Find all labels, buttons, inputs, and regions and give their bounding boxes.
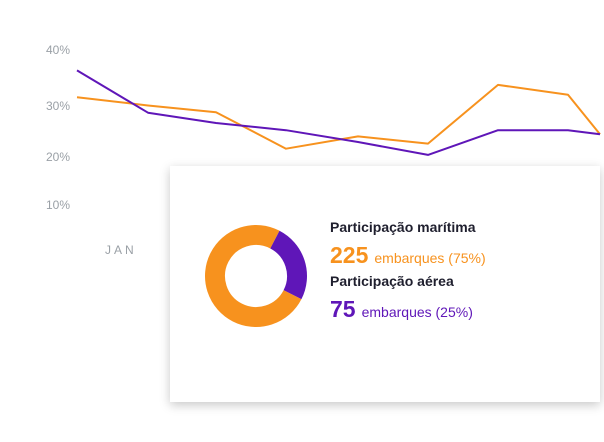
- y-tick-label: 20%: [46, 150, 70, 164]
- series-line-2: [76, 69, 601, 156]
- air-share-title: Participação aérea: [330, 273, 454, 289]
- series-line-1: [76, 83, 601, 150]
- y-tick-label: 40%: [46, 43, 70, 57]
- air-shipments-detail: embarques (25%): [361, 304, 473, 320]
- sea-shipments-count: 225: [330, 242, 369, 268]
- x-tick-label: JAN: [105, 243, 137, 257]
- air-shipments-count: 75: [330, 296, 356, 322]
- sea-share-title: Participação marítima: [330, 219, 476, 235]
- x-axis-ticks: JAN: [105, 243, 137, 257]
- sea-share-stat: 225 embarques (75%): [330, 242, 590, 272]
- y-tick-label: 30%: [46, 99, 70, 113]
- y-axis-ticks: 40% 30% 20% 10%: [46, 43, 70, 212]
- y-tick-label: 10%: [46, 198, 70, 212]
- sea-shipments-detail: embarques (75%): [374, 250, 486, 266]
- share-info: Participação marítima 225 embarques (75%…: [330, 218, 590, 326]
- donut-slice-air: [205, 225, 307, 327]
- share-donut-chart: [205, 225, 307, 327]
- summary-card: Participação marítima 225 embarques (75%…: [170, 166, 600, 402]
- series-lines: [76, 69, 601, 156]
- air-share-stat: 75 embarques (25%): [330, 296, 590, 326]
